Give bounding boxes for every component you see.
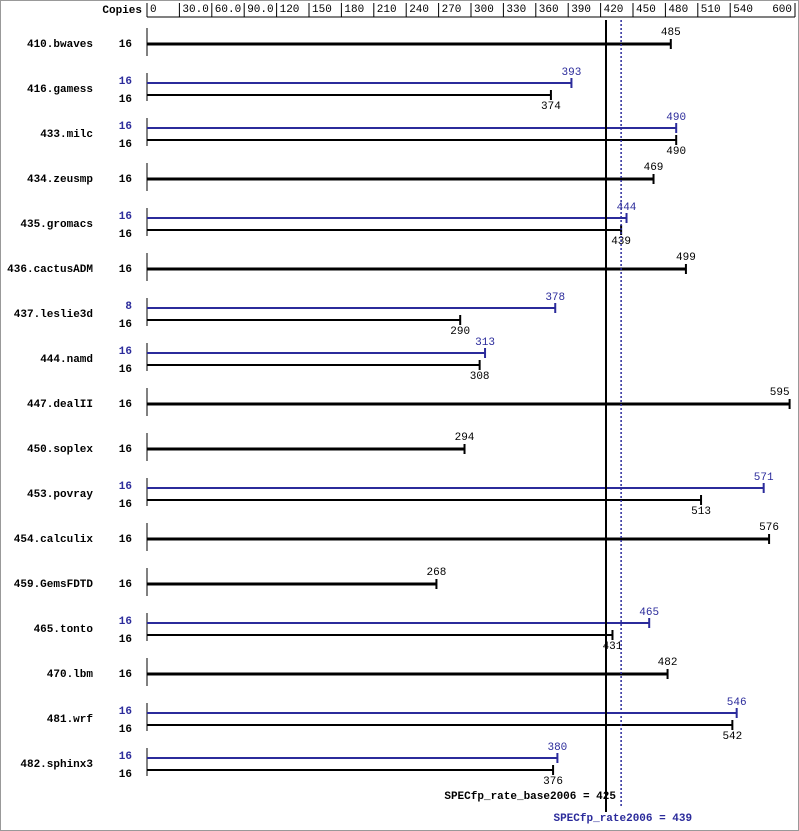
base-copies: 16 [119, 579, 132, 591]
x-tick-label: 600 [772, 4, 792, 16]
value-label: 513 [691, 506, 711, 518]
base-copies: 16 [119, 669, 132, 681]
peak-copies: 16 [119, 751, 132, 763]
x-tick-label: 510 [701, 4, 721, 16]
x-tick-label: 240 [409, 4, 429, 16]
peak-copies: 16 [119, 481, 132, 493]
peak-copies: 16 [119, 211, 132, 223]
value-label: 465 [639, 607, 659, 619]
base-copies: 16 [119, 634, 132, 646]
value-label: 469 [644, 162, 664, 174]
value-label: 380 [547, 742, 567, 754]
value-label: 576 [759, 522, 779, 534]
value-label: 546 [727, 697, 747, 709]
value-label: 490 [666, 146, 686, 158]
x-tick-label: 0 [150, 4, 157, 16]
value-label: 490 [666, 112, 686, 124]
base-copies: 16 [119, 399, 132, 411]
value-label: 499 [676, 252, 696, 264]
category-label: 470.lbm [47, 669, 94, 681]
x-tick-label: 450 [636, 4, 656, 16]
base-copies: 16 [119, 174, 132, 186]
peak-copies: 16 [119, 346, 132, 358]
peak-copies: 8 [125, 301, 132, 313]
x-tick-label: 210 [377, 4, 397, 16]
base-copies: 16 [119, 499, 132, 511]
x-tick-label: 540 [733, 4, 753, 16]
peak-copies: 16 [119, 76, 132, 88]
value-label: 378 [545, 292, 565, 304]
x-tick-label: 270 [442, 4, 462, 16]
value-label: 571 [754, 472, 774, 484]
x-tick-label: 90.0 [247, 4, 273, 16]
base-copies: 16 [119, 139, 132, 151]
category-label: 453.povray [27, 489, 93, 501]
base-copies: 16 [119, 39, 132, 51]
copies-header: Copies [102, 5, 142, 17]
x-tick-label: 390 [571, 4, 591, 16]
base-copies: 16 [119, 724, 132, 736]
x-tick-label: 150 [312, 4, 332, 16]
value-label: 595 [770, 387, 790, 399]
x-tick-label: 330 [506, 4, 526, 16]
base-copies: 16 [119, 534, 132, 546]
category-label: 410.bwaves [27, 39, 93, 51]
category-label: 481.wrf [47, 714, 94, 726]
value-label: 374 [541, 101, 561, 113]
category-label: 434.zeusmp [27, 174, 93, 186]
peak-copies: 16 [119, 616, 132, 628]
base-copies: 16 [119, 769, 132, 781]
value-label: 393 [562, 67, 582, 79]
category-label: 450.soplex [27, 444, 93, 456]
category-label: 436.cactusADM [7, 264, 93, 276]
x-tick-label: 120 [280, 4, 300, 16]
value-label: 482 [658, 657, 678, 669]
category-label: 437.leslie3d [14, 309, 93, 321]
base-copies: 16 [119, 229, 132, 241]
x-tick-label: 180 [344, 4, 364, 16]
base-copies: 16 [119, 364, 132, 376]
category-label: 433.milc [40, 129, 93, 141]
peak-copies: 16 [119, 706, 132, 718]
x-tick-label: 300 [474, 4, 494, 16]
value-label: 431 [603, 641, 623, 653]
value-label: 313 [475, 337, 495, 349]
category-label: 435.gromacs [20, 219, 93, 231]
value-label: 268 [427, 567, 447, 579]
value-label: 444 [617, 202, 637, 214]
category-label: 447.dealII [27, 399, 93, 411]
value-label: 294 [455, 432, 475, 444]
category-label: 444.namd [40, 354, 93, 366]
value-label: 542 [722, 731, 742, 743]
x-tick-label: 420 [604, 4, 624, 16]
base-copies: 16 [119, 319, 132, 331]
x-tick-label: 480 [668, 4, 688, 16]
value-label: 308 [470, 371, 490, 383]
category-label: 459.GemsFDTD [14, 579, 94, 591]
x-tick-label: 30.0 [182, 4, 208, 16]
base-copies: 16 [119, 444, 132, 456]
reference-label: SPECfp_rate2006 = 439 [553, 813, 692, 825]
reference-label: SPECfp_rate_base2006 = 425 [444, 791, 616, 803]
value-label: 290 [450, 326, 470, 338]
x-tick-label: 360 [539, 4, 559, 16]
base-copies: 16 [119, 94, 132, 106]
x-tick-label: 60.0 [215, 4, 241, 16]
category-label: 454.calculix [14, 534, 94, 546]
base-copies: 16 [119, 264, 132, 276]
peak-copies: 16 [119, 121, 132, 133]
category-label: 482.sphinx3 [20, 759, 93, 771]
value-label: 376 [543, 776, 563, 788]
category-label: 465.tonto [34, 624, 94, 636]
value-label: 485 [661, 27, 681, 39]
category-label: 416.gamess [27, 84, 93, 96]
